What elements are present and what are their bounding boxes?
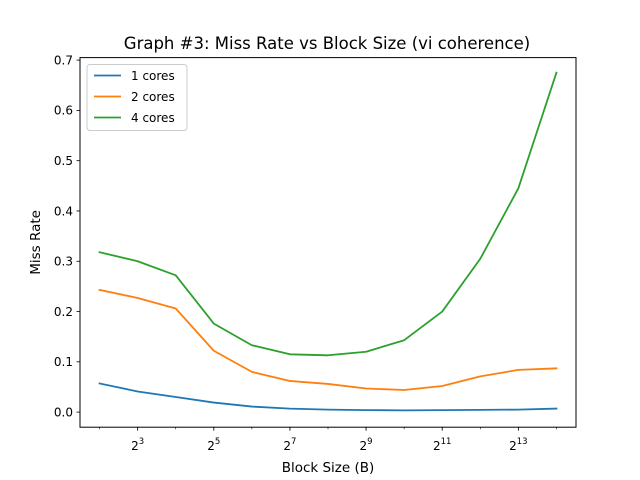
x-tick-label: 213 [509, 437, 527, 453]
y-tick-label: 0.7 [54, 53, 73, 67]
plot-area [98, 71, 558, 412]
series-line-3 [98, 71, 558, 357]
legend-box [86, 64, 188, 131]
y-tick-label: 0.1 [54, 355, 73, 369]
x-tick-label: 211 [433, 437, 451, 453]
y-tick-label: 0.6 [54, 104, 73, 118]
x-axis: 23 25 27 29 211 213 [99, 427, 557, 453]
legend-label-1: 1 cores [131, 69, 175, 83]
legend-label-2: 2 cores [131, 90, 175, 104]
legend: 1 cores 2 cores 4 cores [86, 64, 188, 131]
y-axis: 0.0 0.1 0.2 0.3 0.4 0.5 0.6 0.7 [54, 53, 80, 419]
chart-title: Graph #3: Miss Rate vs Block Size (vi co… [124, 34, 530, 53]
y-tick-label: 0.2 [54, 305, 73, 319]
series-line-1 [98, 382, 558, 412]
series-line-2 [98, 288, 558, 391]
x-tick-label: 27 [283, 437, 296, 453]
x-axis-label: Block Size (B) [282, 460, 375, 476]
y-tick-label: 0.4 [54, 204, 73, 218]
x-tick-label: 29 [360, 437, 373, 453]
y-axis-label: Miss Rate [28, 210, 44, 275]
y-tick-label: 0.3 [54, 255, 73, 269]
y-tick-label: 0.0 [54, 405, 73, 419]
y-tick-label: 0.5 [54, 154, 73, 168]
x-tick-label: 23 [131, 437, 144, 453]
legend-label-3: 4 cores [131, 111, 175, 125]
x-tick-label: 25 [207, 437, 220, 453]
